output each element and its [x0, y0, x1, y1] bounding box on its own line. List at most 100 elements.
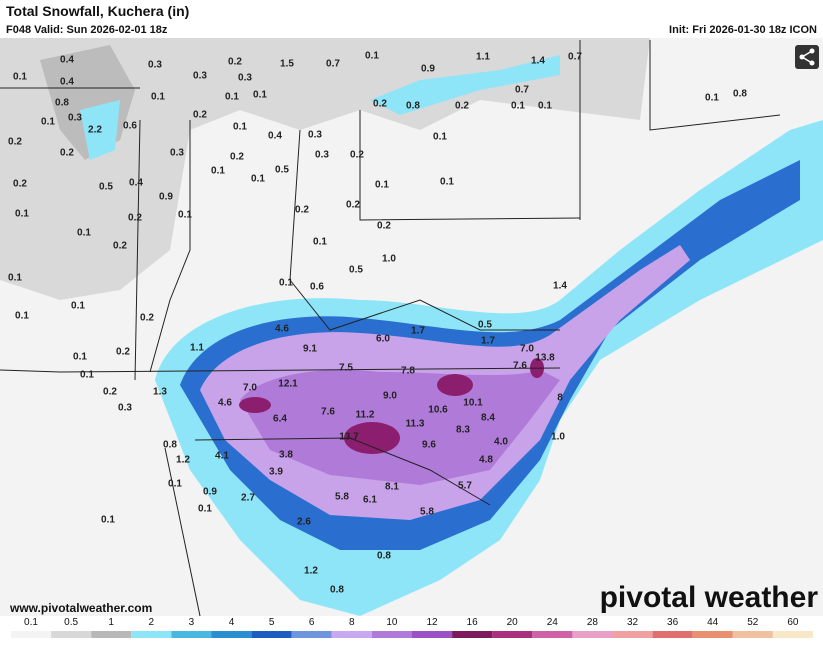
heavy-snow-area: [344, 422, 400, 454]
snow-total-label: 0.5: [275, 165, 289, 176]
title: Total Snowfall, Kuchera (in): [6, 3, 189, 19]
colorbar-label: 0.5: [64, 617, 78, 628]
snow-total-label: 0.1: [178, 210, 192, 221]
snow-total-label: 8.4: [481, 413, 495, 424]
snow-total-label: 1.5: [280, 59, 294, 70]
snow-total-label: 1.1: [190, 343, 204, 354]
snow-total-label: 9.6: [422, 440, 436, 451]
valid-time: F048 Valid: Sun 2026-02-01 18z: [6, 24, 168, 36]
snow-total-label: 0.9: [159, 192, 173, 203]
snow-total-label: 6.4: [273, 414, 287, 425]
snow-total-label: 0.8: [330, 585, 344, 596]
snow-total-label: 0.1: [15, 311, 29, 322]
colorbar-label: 44: [707, 617, 719, 628]
snow-total-label: 0.9: [203, 487, 217, 498]
snow-total-label: 1.0: [551, 432, 565, 443]
colorbar-label: 32: [627, 617, 639, 628]
colorbar-swatch: [612, 631, 653, 638]
snow-total-label: 0.2: [295, 205, 309, 216]
snow-total-label: 1.2: [304, 566, 318, 577]
snow-area: [370, 55, 560, 115]
share-button-bg[interactable]: [795, 45, 819, 69]
colorbar-label: 20: [507, 617, 519, 628]
snow-total-label: 0.1: [705, 93, 719, 104]
snow-total-label: 1.7: [481, 336, 495, 347]
snow-total-label: 0.2: [228, 57, 242, 68]
colorbar-label: 16: [467, 617, 479, 628]
logo: pivotal weather: [600, 581, 819, 614]
snow-total-label: 2.2: [88, 125, 102, 136]
snow-total-label: 0.6: [310, 282, 324, 293]
snow-total-label: 9.0: [383, 391, 397, 402]
snow-total-label: 0.8: [163, 440, 177, 451]
colorbar-label: 52: [747, 617, 759, 628]
snow-total-label: 13.8: [535, 353, 555, 364]
snow-total-label: 0.1: [251, 174, 265, 185]
colorbar-swatch: [452, 631, 493, 638]
snow-total-label: 0.7: [326, 59, 340, 70]
snow-total-label: 4.1: [215, 451, 229, 462]
colorbar-swatch: [412, 631, 453, 638]
snow-total-label: 0.2: [8, 137, 22, 148]
colorbar-label: 36: [667, 617, 679, 628]
snow-total-label: 1.3: [153, 387, 167, 398]
snow-total-label: 5.7: [458, 481, 472, 492]
snow-total-label: 0.1: [375, 180, 389, 191]
snow-total-label: 0.1: [538, 101, 552, 112]
snow-total-label: 0.1: [433, 132, 447, 143]
snow-total-label: 0.4: [268, 131, 282, 142]
snow-total-label: 0.7: [568, 52, 582, 63]
snow-total-label: 0.1: [211, 166, 225, 177]
snow-total-label: 11.2: [356, 410, 375, 421]
snow-total-label: 0.2: [113, 241, 127, 252]
colorbar-label: 2: [149, 617, 155, 628]
snow-total-label: 1.7: [411, 326, 425, 337]
snow-total-label: 0.5: [478, 320, 492, 331]
light-snow-area: [0, 38, 650, 300]
colorbar-swatch: [211, 631, 252, 638]
snow-total-label: 11.3: [406, 419, 425, 430]
snow-total-label: 1.2: [176, 455, 190, 466]
snow-total-label: 0.4: [129, 178, 143, 189]
snow-total-label: 0.2: [346, 200, 360, 211]
snow-total-label: 0.2: [140, 313, 154, 324]
snow-total-label: 0.1: [77, 228, 91, 239]
snow-total-label: 0.3: [238, 73, 252, 84]
share-button[interactable]: [795, 45, 819, 69]
snow-total-label: 9.1: [303, 344, 317, 355]
colorbar-swatch: [692, 631, 733, 638]
colorbar-swatch: [91, 631, 132, 638]
site-url: www.pivotalweather.com: [9, 601, 152, 615]
colorbar-label: 24: [547, 617, 559, 628]
snow-total-label: 0.1: [15, 209, 29, 220]
snow-total-label: 10.1: [463, 398, 483, 409]
colorbar-label: 28: [587, 617, 599, 628]
colorbar-label: 5: [269, 617, 275, 628]
snow-total-label: 7.6: [513, 361, 527, 372]
snow-total-label: 8.1: [385, 482, 399, 493]
snow-total-label: 7.0: [243, 383, 257, 394]
colorbar-label: 4: [229, 617, 235, 628]
snow-total-label: 0.1: [13, 72, 27, 83]
snow-total-label: 0.8: [377, 551, 391, 562]
snow-total-label: 0.3: [68, 113, 82, 124]
snow-total-label: 6.1: [363, 495, 377, 506]
snow-total-label: 0.2: [373, 99, 387, 110]
snow-total-label: 0.2: [350, 150, 364, 161]
snow-total-label: 7.6: [321, 407, 335, 418]
snow-total-label: 0.1: [279, 278, 293, 289]
map-labels: 0.40.1 0.40.30.30.20.31.5 0.70.10.91.1 1.4 0…: [8, 51, 747, 596]
snow-total-label: 6.0: [376, 334, 390, 345]
snow-total-label: 7.8: [401, 366, 415, 377]
snow-total-label: 0.2: [128, 213, 142, 224]
colorbar-swatch: [652, 631, 693, 638]
snow-total-label: 5.8: [420, 507, 434, 518]
snow-total-label: 1.0: [382, 254, 396, 265]
snow-total-label: 0.5: [99, 182, 113, 193]
snow-total-label: 0.1: [440, 177, 454, 188]
snow-total-label: 0.8: [55, 98, 69, 109]
snow-total-label: 4.0: [494, 437, 508, 448]
snow-total-label: 0.1: [73, 352, 87, 363]
colorbar: 0.1 0.5 1 2 3 4 5 6 8 10 12 16 20 24 28 32 36 44 52 60: [11, 617, 813, 638]
